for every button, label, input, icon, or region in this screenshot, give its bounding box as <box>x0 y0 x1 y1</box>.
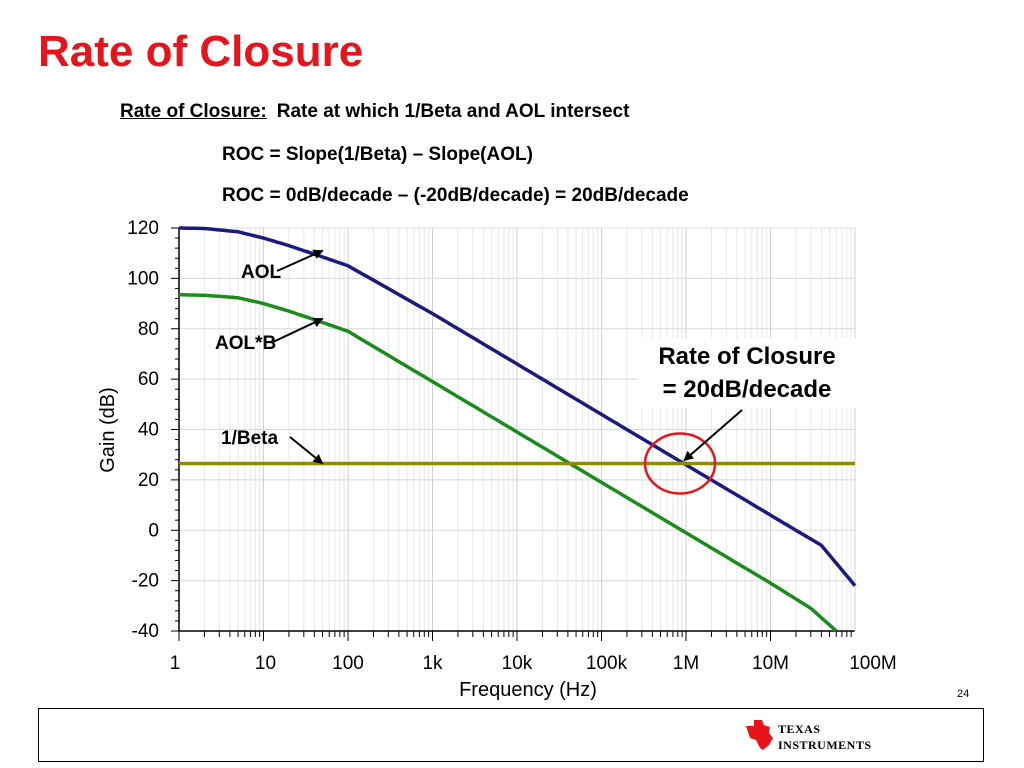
annotation-arrow <box>276 249 324 272</box>
callout-text-line2: = 20dB/decade <box>663 376 832 403</box>
y-tick-label: 40 <box>138 420 159 441</box>
definition-line: Rate of Closure: Rate at which 1/Beta and… <box>120 102 629 121</box>
logo-text-instruments: Instruments <box>778 738 872 752</box>
y-tick-label: -40 <box>132 621 159 642</box>
logo-text-texas: Texas <box>778 722 821 736</box>
y-tick-label: 60 <box>138 369 159 390</box>
y-tick-label: 100 <box>127 268 159 289</box>
x-tick-label: 10 <box>255 653 276 674</box>
annotation-arrow <box>289 436 324 465</box>
gain-frequency-chart: 1 10 100 1k 10k 100k 1M 10M 100M 120 100 80 60 40 20 0 -… <box>97 218 897 700</box>
chart-ticks: 1 10 100 1k 10k 100k 1M 10M 100M 120 100 80 60 40 20 0 -… <box>127 218 896 674</box>
annotation-label-aol-b: AOL*B <box>215 333 276 354</box>
y-tick-label: 20 <box>138 470 159 491</box>
footer-bar <box>38 708 984 762</box>
callout-text-line1: Rate of Closure <box>658 343 835 370</box>
texas-instruments-logo: Texas Instruments <box>746 720 872 752</box>
y-tick-label: 120 <box>127 218 159 239</box>
x-tick-label: 100k <box>586 653 628 674</box>
chart-annotations: AOL AOL*B 1/Beta Rate of Closure = 20dB/deca… <box>215 249 858 495</box>
slide-title: Rate of Closure <box>38 27 364 76</box>
y-axis-label: Gain (dB) <box>97 387 119 473</box>
equation-slope: ROC = Slope(1/Beta) – Slope(AOL) <box>222 144 533 165</box>
x-tick-label: 1k <box>422 653 443 674</box>
chart-grid <box>178 227 855 632</box>
y-tick-label: -20 <box>132 571 159 592</box>
x-tick-label: 100 <box>332 653 364 674</box>
x-tick-label: 100M <box>849 653 897 674</box>
annotation-label-aol: AOL <box>241 262 282 283</box>
callout-background <box>638 338 858 408</box>
y-tick-label: 0 <box>148 520 159 541</box>
callout-arrow <box>683 409 743 462</box>
series-aol-line <box>179 226 857 587</box>
y-tick-label: 80 <box>138 319 159 340</box>
intersection-circle <box>643 432 717 495</box>
annotation-label-1-beta: 1/Beta <box>221 428 278 449</box>
annotation-arrow <box>272 317 324 343</box>
x-tick-label: 10k <box>502 653 533 674</box>
x-tick-label: 10M <box>752 653 789 674</box>
page-number: 24 <box>957 688 970 700</box>
ti-state-icon <box>746 720 773 750</box>
definition-text: Rate at which 1/Beta and AOL intersect <box>276 101 630 122</box>
x-tick-label: 1 <box>170 653 181 674</box>
chart-series <box>178 226 857 633</box>
equation-roc: ROC = 0dB/decade – (-20dB/decade) = 20dB… <box>222 185 689 206</box>
series-aol-b-line <box>178 292 838 633</box>
x-axis-label: Frequency (Hz) <box>459 679 597 700</box>
x-tick-label: 1M <box>673 653 699 674</box>
definition-term: Rate of Closure: <box>120 101 267 122</box>
